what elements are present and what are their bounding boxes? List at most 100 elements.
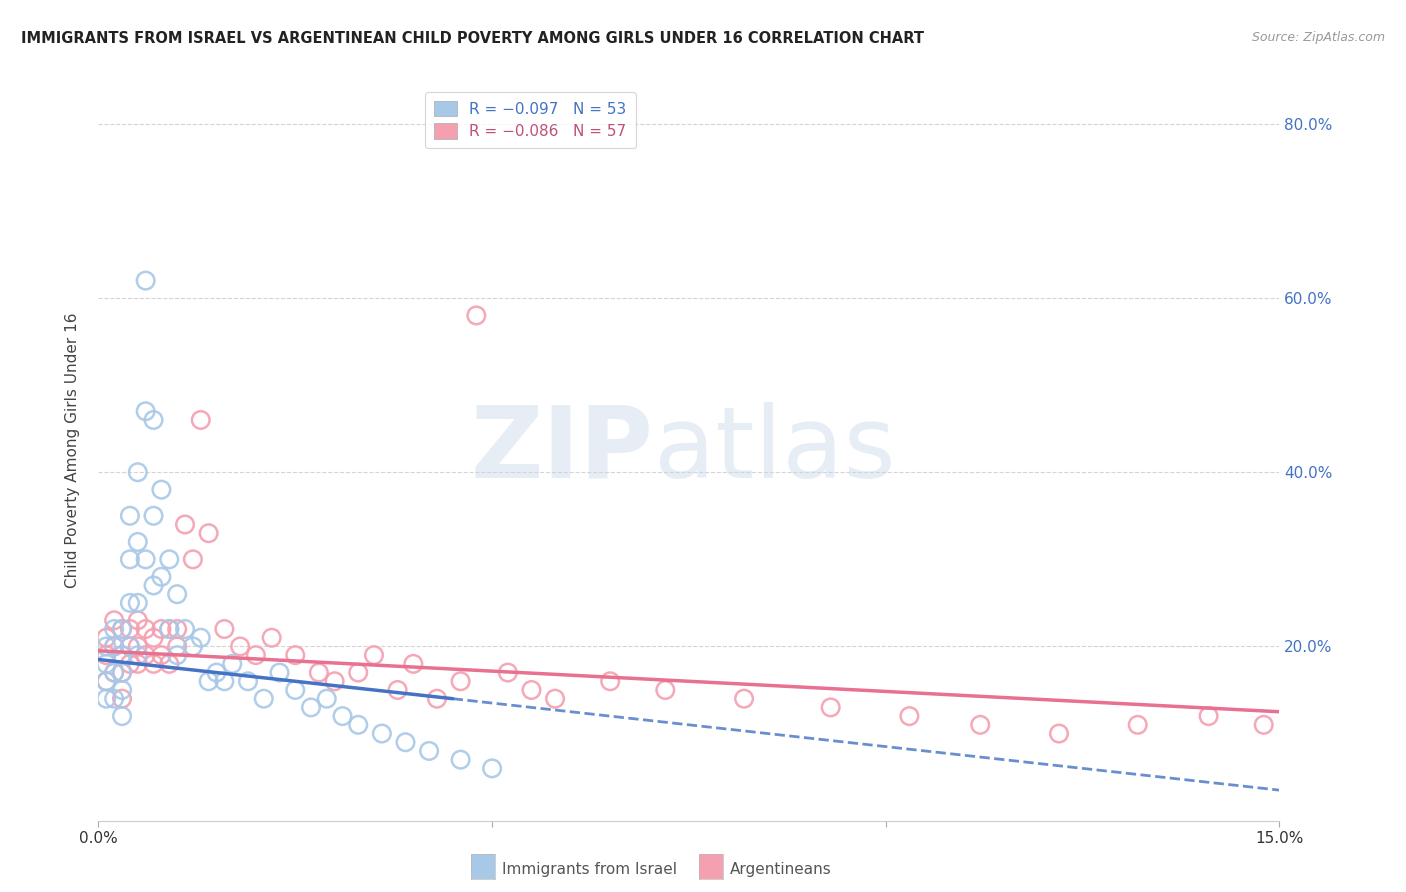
Point [96,648,118,662]
Point [450,674,472,689]
Point [214,622,236,636]
Point [166,648,188,662]
Point [269,665,291,680]
Point [157,622,180,636]
Point [96,640,118,654]
Point [118,508,141,523]
Point [96,657,118,671]
Y-axis label: Child Poverty Among Girls Under 16: Child Poverty Among Girls Under 16 [65,313,80,588]
Point [387,683,409,698]
Point [135,404,157,418]
Point [103,613,125,627]
Point [402,657,425,671]
Point [142,578,165,592]
Point [174,517,197,532]
Point [150,570,173,584]
Point [260,631,283,645]
Point [127,657,149,671]
Point [103,640,125,654]
Point [1126,718,1149,732]
Point [118,640,141,654]
Point [103,665,125,680]
Point [347,665,370,680]
Point [229,640,252,654]
Text: IMMIGRANTS FROM ISRAEL VS ARGENTINEAN CHILD POVERTY AMONG GIRLS UNDER 16 CORRELA: IMMIGRANTS FROM ISRAEL VS ARGENTINEAN CH… [21,31,924,46]
Point [284,648,307,662]
Point [111,648,134,662]
Point [150,622,173,636]
Point [111,683,134,698]
Point [127,535,149,549]
Point [197,526,219,541]
Point [308,665,330,680]
Point [544,691,567,706]
Legend: R = −0.097   N = 53, R = −0.086   N = 57: R = −0.097 N = 53, R = −0.086 N = 57 [425,92,636,148]
Point [96,631,118,645]
Point [142,413,165,427]
Point [111,622,134,636]
Point [118,657,141,671]
Point [150,483,173,497]
Point [103,622,125,636]
Point [103,640,125,654]
Point [299,700,322,714]
Point [127,465,149,479]
Point [174,622,197,636]
Point [450,753,472,767]
Point [426,691,449,706]
Point [315,691,337,706]
Point [465,309,488,323]
Point [111,691,134,706]
Point [118,596,141,610]
Point [111,648,134,662]
Point [142,631,165,645]
Point [142,508,165,523]
Point [599,674,621,689]
Point [1253,718,1275,732]
Point [118,552,141,566]
Text: Argentineans: Argentineans [730,863,831,877]
Point [135,648,157,662]
Point [733,691,755,706]
Point [142,657,165,671]
Point [127,613,149,627]
Point [166,640,188,654]
Point [103,665,125,680]
Point [520,683,543,698]
Point [205,665,228,680]
Point [150,648,173,662]
Point [127,596,149,610]
Point [135,274,157,288]
Text: ZIP: ZIP [471,402,654,499]
Point [363,648,385,662]
Point [214,674,236,689]
Point [284,683,307,698]
Point [166,587,188,601]
Point [197,674,219,689]
Point [111,665,134,680]
Point [323,674,346,689]
Point [127,640,149,654]
Point [332,709,354,723]
Point [1198,709,1220,723]
Point [181,640,204,654]
Point [157,622,180,636]
Text: Immigrants from Israel: Immigrants from Israel [502,863,676,877]
Point [111,665,134,680]
Point [236,674,259,689]
Point [157,552,180,566]
Point [418,744,440,758]
Text: atlas: atlas [654,402,896,499]
Point [820,700,842,714]
Point [127,648,149,662]
Point [111,709,134,723]
Text: Source: ZipAtlas.com: Source: ZipAtlas.com [1251,31,1385,45]
Point [253,691,276,706]
Point [96,674,118,689]
Point [166,622,188,636]
Point [118,622,141,636]
Point [496,665,519,680]
Point [898,709,921,723]
Point [245,648,267,662]
Point [111,622,134,636]
